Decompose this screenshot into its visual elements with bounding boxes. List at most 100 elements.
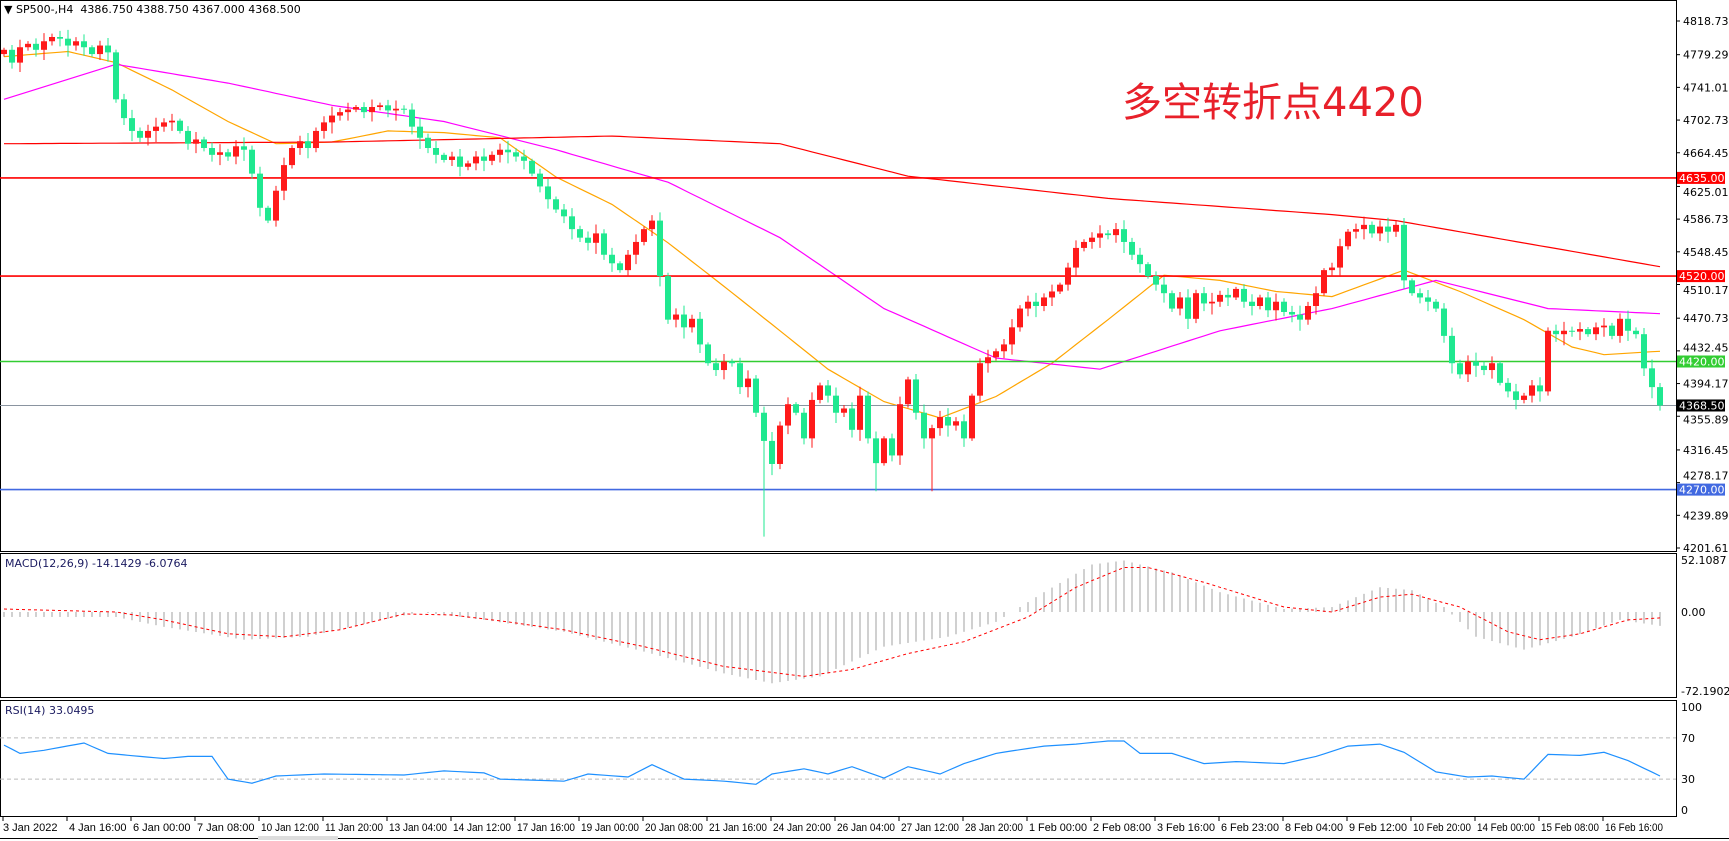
time-tick-label: 8 Feb 04:00 bbox=[1285, 822, 1343, 834]
price-tick-label: 4470.730 bbox=[1683, 312, 1729, 325]
time-tick-label: 3 Feb 16:00 bbox=[1157, 822, 1215, 834]
candle-body bbox=[401, 108, 407, 110]
candle-body bbox=[961, 421, 967, 439]
price-tick-label: 4239.890 bbox=[1683, 509, 1729, 522]
candle-body bbox=[465, 163, 471, 167]
price-tick-label: 4818.730 bbox=[1683, 15, 1729, 28]
candle-body bbox=[1017, 308, 1023, 328]
level-label-bg bbox=[1677, 483, 1725, 496]
candle-body bbox=[713, 363, 719, 371]
candle-body bbox=[809, 399, 815, 439]
time-tick-label: 15 Feb 08:00 bbox=[1541, 822, 1599, 834]
level-label: 4368.500 bbox=[1679, 399, 1729, 412]
candle-body bbox=[825, 385, 831, 396]
candle-body bbox=[1449, 335, 1455, 364]
horizontal-scrollbar[interactable] bbox=[258, 836, 338, 840]
candle-body bbox=[1145, 264, 1151, 277]
candle-body bbox=[1617, 318, 1623, 336]
level-label: 4520.000 bbox=[1679, 270, 1729, 283]
ohlc-readout: 4386.750 4388.750 4367.000 4368.500 bbox=[80, 3, 301, 16]
candle-body bbox=[425, 137, 431, 149]
candle-body bbox=[1497, 363, 1503, 383]
candle-body bbox=[321, 122, 327, 131]
dropdown-triangle-icon[interactable]: ▼ bbox=[4, 3, 13, 16]
candle-body bbox=[1073, 247, 1079, 268]
rsi-tick-label: 70 bbox=[1681, 732, 1695, 745]
candle-body bbox=[1033, 301, 1039, 306]
candle-body bbox=[761, 412, 767, 441]
candle-body bbox=[41, 41, 47, 50]
candle-body bbox=[633, 241, 639, 255]
macd-tick-label: 52.1087 bbox=[1681, 554, 1727, 567]
rsi-tick-label: 0 bbox=[1681, 804, 1688, 817]
rsi-line bbox=[3, 740, 1661, 785]
candle-body bbox=[273, 190, 279, 221]
time-tick-label: 11 Jan 20:00 bbox=[325, 822, 383, 834]
candle-body bbox=[1457, 363, 1463, 375]
candle-body bbox=[249, 149, 255, 174]
level-label-bg bbox=[1677, 171, 1725, 184]
candle-body bbox=[1305, 305, 1311, 320]
candle-body bbox=[361, 107, 367, 113]
candle-body bbox=[1353, 229, 1359, 232]
time-tick-label: 10 Feb 20:00 bbox=[1413, 822, 1471, 834]
candle-body bbox=[801, 412, 807, 439]
candle-body bbox=[1241, 288, 1247, 302]
candle-body bbox=[721, 361, 727, 371]
candle-body bbox=[1249, 301, 1255, 306]
candle-body bbox=[505, 149, 511, 153]
candle-body bbox=[1425, 297, 1431, 302]
candle-body bbox=[257, 173, 263, 208]
candle-body bbox=[865, 395, 871, 439]
candle-body bbox=[1481, 365, 1487, 371]
candle-body bbox=[449, 156, 455, 160]
price-tick-label: 4355.890 bbox=[1683, 413, 1729, 426]
time-tick-label: 14 Jan 12:00 bbox=[453, 822, 511, 834]
candle-body bbox=[201, 139, 207, 149]
price-tick-label: 4586.730 bbox=[1683, 213, 1729, 226]
price-tick-label: 4510.170 bbox=[1683, 284, 1729, 297]
candle-body bbox=[1393, 224, 1399, 232]
candle-body bbox=[1193, 293, 1199, 319]
candle-body bbox=[1609, 325, 1615, 336]
time-tick-label: 7 Jan 08:00 bbox=[197, 822, 255, 834]
level-label: 4635.000 bbox=[1679, 172, 1729, 185]
level-label-bg bbox=[1677, 399, 1725, 412]
candle-body bbox=[1057, 284, 1063, 292]
candle-body bbox=[129, 118, 135, 131]
candle-body bbox=[97, 45, 103, 55]
candle-body bbox=[1113, 229, 1119, 236]
candle-body bbox=[681, 314, 687, 328]
candle-body bbox=[1201, 293, 1207, 304]
candle-body bbox=[225, 152, 231, 157]
time-tick-label: 3 Jan 2022 bbox=[3, 822, 57, 834]
candle-body bbox=[1177, 297, 1183, 309]
candle-body bbox=[1265, 297, 1271, 311]
candle-body bbox=[729, 361, 735, 364]
price-tick-label: 4278.170 bbox=[1683, 470, 1729, 483]
time-tick-label: 1 Feb 00:00 bbox=[1029, 822, 1087, 834]
candle-body bbox=[945, 417, 951, 426]
candle-body bbox=[617, 263, 623, 271]
candle-body bbox=[1337, 246, 1343, 268]
candle-body bbox=[1185, 297, 1191, 319]
candle-body bbox=[657, 220, 663, 277]
candle-body bbox=[137, 130, 143, 138]
candle-body bbox=[1065, 267, 1071, 285]
candle-body bbox=[1537, 385, 1543, 392]
candle-body bbox=[737, 363, 743, 388]
candle-body bbox=[1169, 293, 1175, 309]
candle-body bbox=[1105, 233, 1111, 236]
candle-body bbox=[1377, 226, 1383, 234]
candle-body bbox=[497, 149, 503, 155]
time-tick-label: 10 Jan 12:00 bbox=[261, 822, 319, 834]
candle-body bbox=[1601, 325, 1607, 328]
candle-body bbox=[1465, 361, 1471, 375]
candle-body bbox=[817, 385, 823, 400]
candle-body bbox=[329, 115, 335, 123]
price-tick-label: 4664.450 bbox=[1683, 147, 1729, 160]
time-tick-label: 28 Jan 20:00 bbox=[965, 822, 1023, 834]
candle-body bbox=[593, 233, 599, 243]
candle-body bbox=[1297, 314, 1303, 320]
